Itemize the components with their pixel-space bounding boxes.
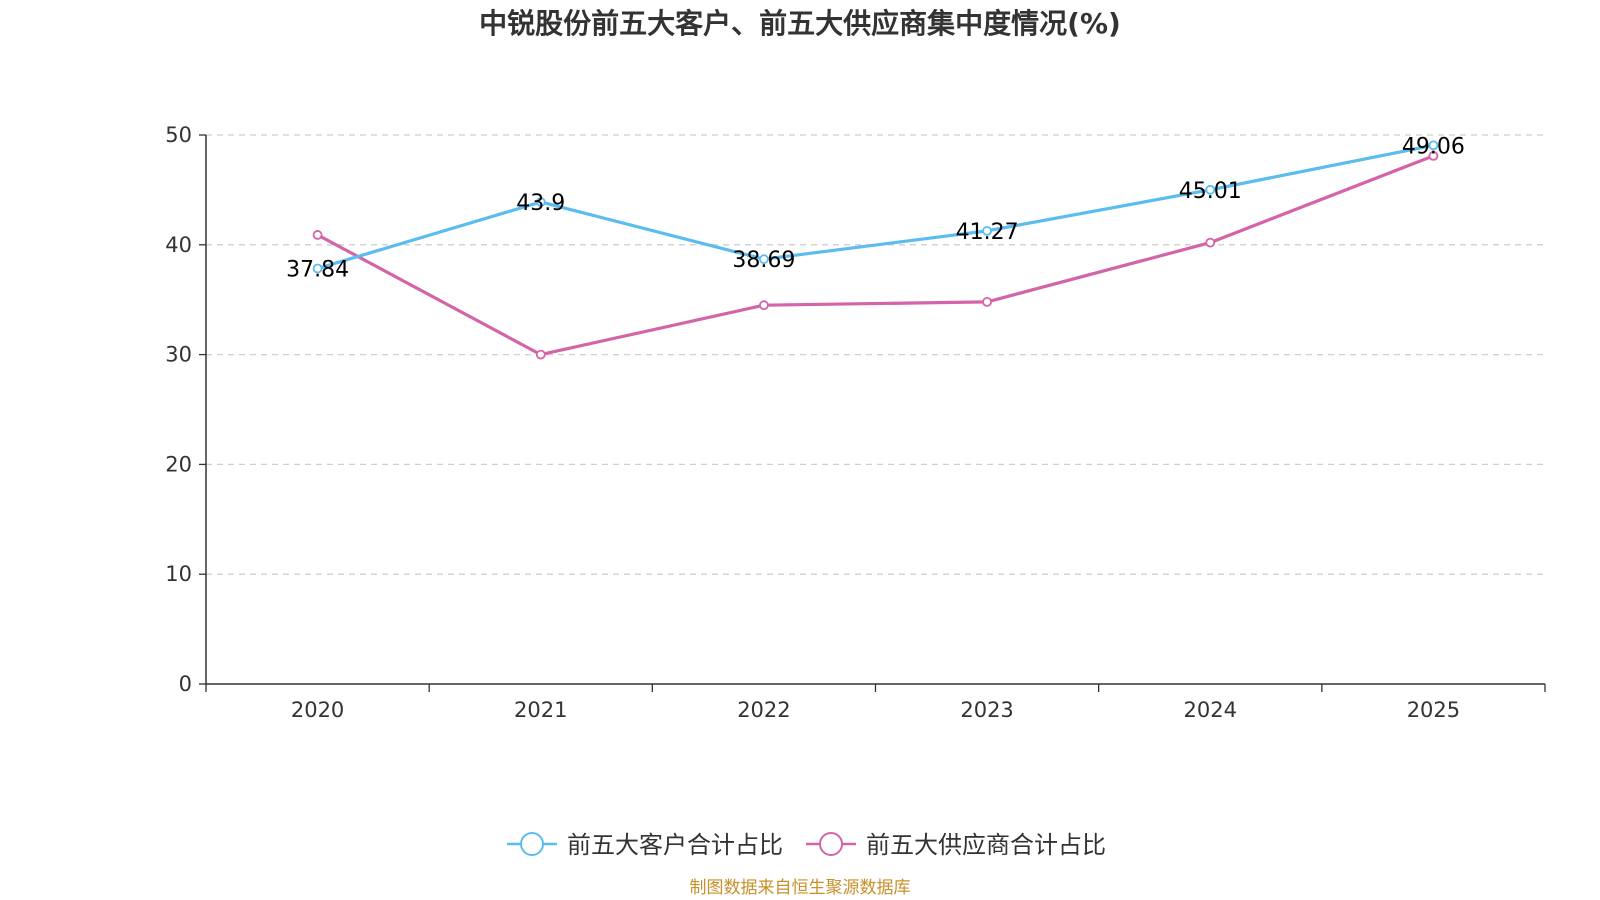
legend-label: 前五大供应商合计占比 — [866, 831, 1106, 859]
data-label: 45.01 — [1179, 179, 1242, 204]
legend-item-0[interactable]: 前五大客户合计占比 — [507, 831, 783, 859]
series-line-1 — [316, 154, 1434, 357]
series-1-point[interactable] — [312, 230, 323, 240]
source-note: 制图数据来自恒生聚源数据库 — [690, 878, 911, 898]
data-label: 43.9 — [516, 191, 565, 216]
legend-circle-icon — [520, 832, 544, 856]
series-1-point[interactable] — [1205, 237, 1216, 248]
data-label: 37.84 — [286, 258, 349, 283]
x-tick-label: 2020 — [291, 698, 344, 722]
grid-lines — [206, 134, 1545, 575]
series-layer: 37.84 43.9 38.69 41.27 45.01 49.06 — [286, 134, 1465, 360]
x-tick-label: 2025 — [1407, 698, 1460, 722]
y-tick-label: 40 — [165, 233, 192, 257]
series-0-point[interactable] — [535, 197, 546, 207]
series-0-point[interactable] — [1205, 184, 1216, 195]
chart-title: 中锐股份前五大客户、前五大供应商集中度情况(%) — [479, 7, 1121, 40]
y-tick-label: 50 — [165, 123, 192, 147]
series-0-point[interactable] — [982, 225, 992, 236]
axes: 0 10 20 30 40 50 2020 2021 2022 2023 2024 2025 — [165, 123, 1546, 722]
data-label: 41.27 — [956, 220, 1019, 245]
series-0-point[interactable] — [1428, 140, 1439, 151]
series-0-point[interactable] — [312, 263, 323, 274]
x-tick-label: 2021 — [514, 698, 567, 722]
y-tick-label: 20 — [165, 452, 192, 476]
series-1-point[interactable] — [759, 300, 769, 311]
series-1-point[interactable] — [1428, 150, 1439, 161]
legend-label: 前五大客户合计占比 — [567, 831, 783, 859]
y-tick-label: 10 — [165, 562, 192, 586]
series-1-point[interactable] — [535, 349, 546, 360]
data-label: 38.69 — [732, 248, 795, 273]
data-label: 49.06 — [1402, 134, 1465, 159]
x-tick-label: 2022 — [737, 698, 790, 722]
legend[interactable]: 前五大客户合计占比 前五大供应商合计占比 — [507, 831, 1106, 859]
y-tick-label: 0 — [179, 672, 192, 696]
series-1-point[interactable] — [982, 296, 992, 307]
legend-circle-icon — [819, 832, 843, 856]
x-tick-label: 2023 — [960, 698, 1013, 722]
legend-item-1[interactable]: 前五大供应商合计占比 — [806, 831, 1106, 859]
y-tick-label: 30 — [165, 343, 192, 367]
series-line-0 — [317, 143, 1434, 271]
series-0-point[interactable] — [759, 254, 769, 265]
x-tick-label: 2024 — [1184, 698, 1237, 722]
